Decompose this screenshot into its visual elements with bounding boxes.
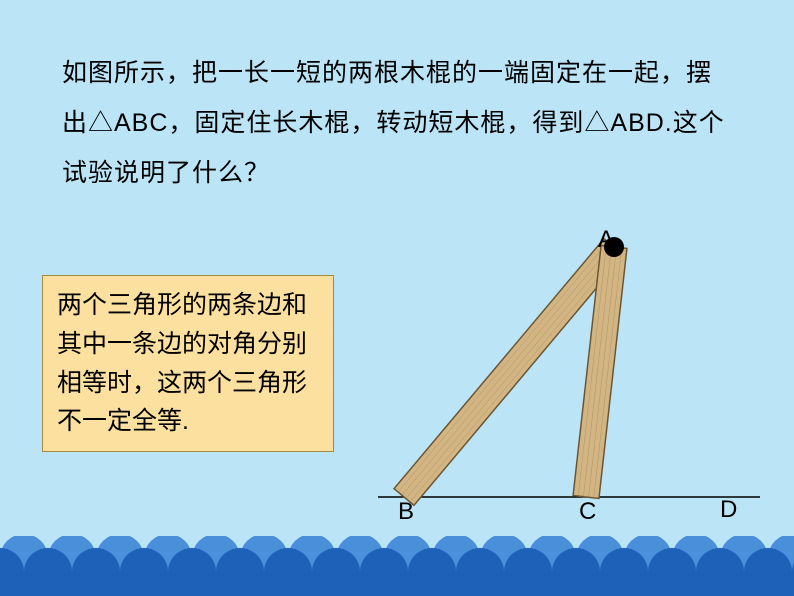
triangle-diagram [360,225,770,535]
vertex-label-b: B [398,498,414,526]
vertex-label-c: C [579,498,596,526]
conclusion-box: 两个三角形的两条边和其中一条边的对角分别相等时，这两个三角形不一定全等. [42,275,334,452]
vertex-label-d: D [720,496,737,524]
conclusion-text: 两个三角形的两条边和其中一条边的对角分别相等时，这两个三角形不一定全等. [57,291,307,435]
vertex-label-a: A [598,226,614,254]
problem-text: 如图所示，把一长一短的两根木棍的一端固定在一起，摆出△ABC，固定住长木棍，转动… [62,48,732,198]
wave-footer [0,536,794,596]
